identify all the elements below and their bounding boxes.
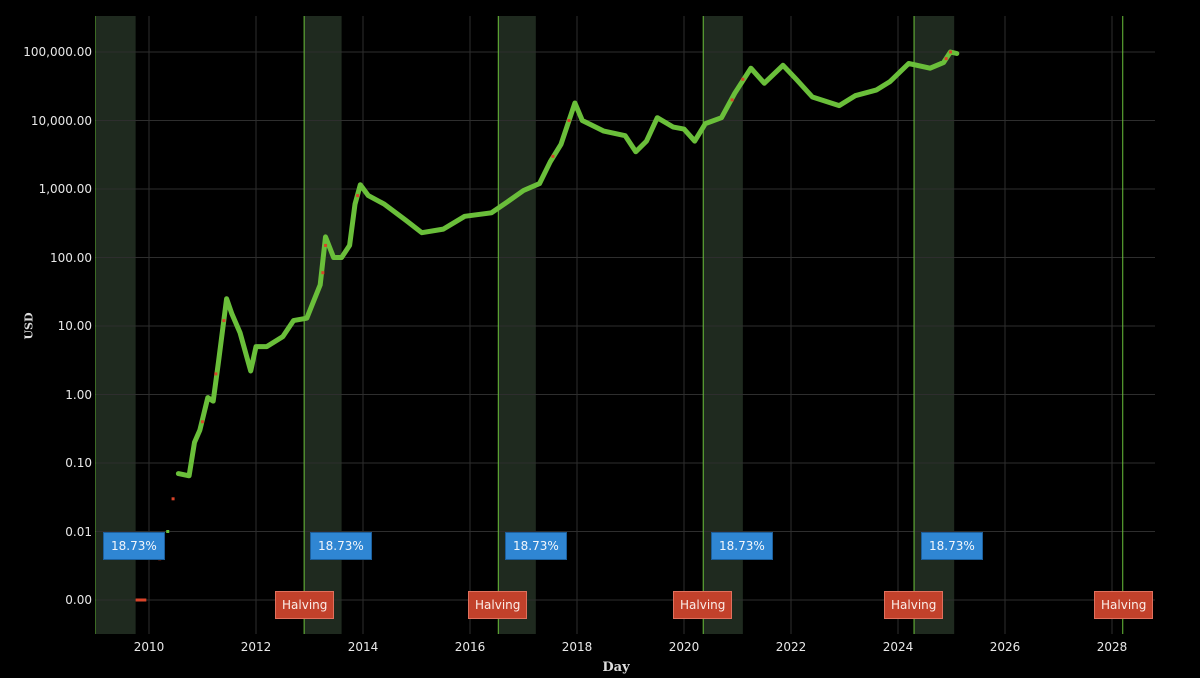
y-axis-label: USD: [22, 312, 36, 340]
x-tick-label: 2012: [240, 640, 272, 654]
halving-lines: [95, 16, 1124, 634]
percent-label: 18.73%: [711, 532, 773, 560]
y-tick-label: 0.00: [65, 593, 92, 607]
halving-label: Halving: [468, 591, 528, 619]
gridlines: [95, 16, 1155, 634]
percent-label: 18.73%: [505, 532, 567, 560]
y-tick-label: 10,000.00: [30, 113, 92, 128]
x-tick-label: 2020: [668, 640, 700, 654]
x-tick-label: 2018: [561, 640, 593, 654]
x-tick-label: 2010: [133, 640, 165, 654]
y-tick-label: 100,000.00: [23, 45, 92, 59]
x-axis-label: Day: [602, 660, 630, 675]
x-tick-label: 2026: [989, 640, 1021, 654]
y-tick-label: 0.10: [65, 456, 92, 470]
y-tick-label: 1,000.00: [38, 182, 92, 196]
x-tick-label: 2014: [347, 640, 379, 654]
halving-label: Halving: [884, 591, 944, 619]
halving-label: Halving: [1094, 591, 1154, 619]
percent-label: 18.73%: [310, 532, 372, 560]
x-tick-label: 2022: [775, 640, 807, 654]
percent-label: 18.73%: [921, 532, 983, 560]
y-tick-label: 0.01: [65, 524, 92, 539]
percent-label: 18.73%: [103, 532, 165, 560]
y-tick-label: 100.00: [50, 250, 92, 265]
halving-label: Halving: [275, 591, 335, 619]
y-tick-label: 10.00: [57, 319, 92, 333]
y-tick-label: 1.00: [65, 387, 92, 402]
price-series: [135, 49, 960, 602]
x-tick-label: 2028: [1096, 640, 1128, 654]
x-tick-label: 2024: [882, 640, 914, 654]
price-line: [175, 49, 960, 479]
halving-label: Halving: [673, 591, 733, 619]
x-tick-label: 2016: [454, 640, 486, 654]
